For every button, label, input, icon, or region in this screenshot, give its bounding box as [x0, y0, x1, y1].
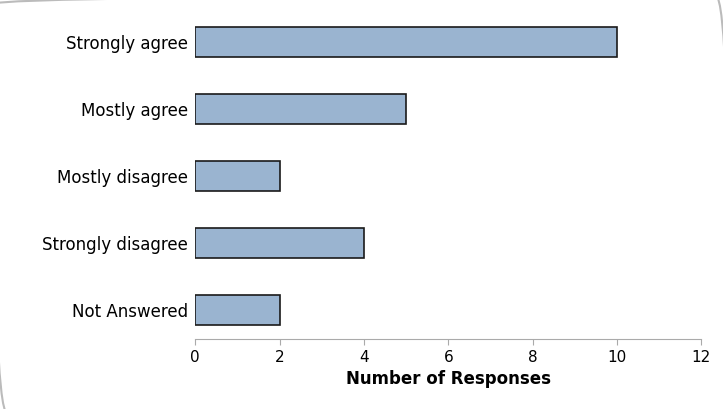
Bar: [195, 94, 406, 124]
X-axis label: Number of Responses: Number of Responses: [346, 371, 551, 389]
Bar: [195, 161, 280, 191]
Bar: [195, 294, 280, 325]
Bar: [195, 27, 617, 57]
Bar: [195, 228, 364, 258]
